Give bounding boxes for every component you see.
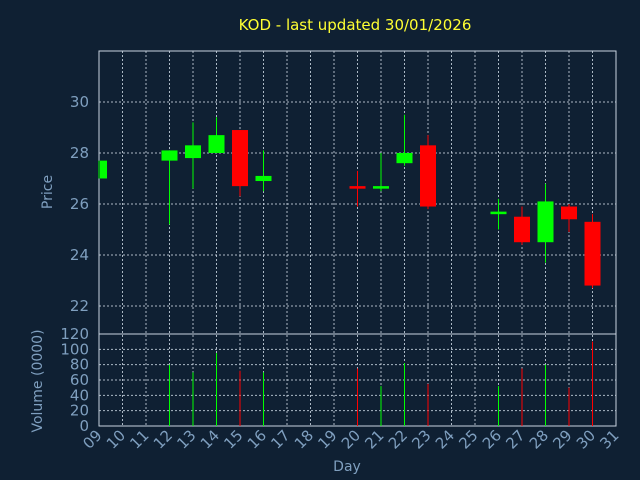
x-tick-label: 25 (455, 426, 481, 452)
candle-body (537, 201, 554, 243)
x-tick-label: 16 (244, 426, 270, 452)
x-tick-label: 15 (220, 426, 246, 452)
x-tick-label: 24 (432, 426, 458, 452)
x-tick-label: 23 (408, 426, 434, 452)
x-tick-label: 17 (267, 426, 293, 452)
candle-body (396, 152, 413, 164)
x-tick-label: 19 (314, 426, 340, 452)
price-tick-label: 22 (70, 297, 89, 315)
x-tick-label: 27 (502, 426, 528, 452)
candle-body (490, 211, 507, 215)
price-axis-label: Price (40, 175, 56, 209)
candle-body (100, 160, 107, 179)
candle-body (373, 186, 389, 189)
x-tick-label: 14 (197, 426, 223, 452)
x-tick-label: 30 (573, 426, 599, 452)
volume-tick-label: 80 (70, 356, 89, 374)
x-tick-label: 12 (150, 426, 176, 452)
volume-tick-label: 60 (70, 371, 89, 389)
chart-title: KOD - last updated 30/01/2026 (239, 16, 472, 34)
volume-tick-label: 0 (79, 417, 89, 435)
volume-bars (169, 341, 593, 426)
price-tick-label: 30 (70, 93, 89, 111)
volume-tick-label: 20 (70, 402, 89, 420)
x-tick-label: 20 (338, 426, 364, 452)
candle-body (232, 130, 248, 187)
x-tick-label: 31 (596, 426, 622, 452)
price-tick-label: 24 (70, 246, 89, 264)
candle-body (349, 186, 366, 189)
candle-body (161, 150, 178, 161)
candle-body (420, 145, 436, 207)
candle-body (185, 145, 201, 159)
candle-body (584, 221, 601, 286)
volume-axis-label: Volume (0000) (30, 329, 46, 432)
candle-body (208, 135, 225, 153)
x-axis-label: Day (333, 459, 361, 475)
x-tick-label: 13 (173, 426, 199, 452)
volume-tick-label: 100 (60, 340, 89, 358)
x-tick-label: 21 (361, 426, 387, 452)
x-tick-label: 11 (126, 426, 152, 452)
candles (98, 114, 601, 289)
x-tick-label: 28 (526, 426, 552, 452)
x-tick-label: 22 (385, 426, 411, 452)
candle-body (255, 175, 272, 182)
price-tick-label: 28 (70, 144, 89, 162)
x-tick-label: 29 (549, 426, 575, 452)
x-tick-label: 18 (291, 426, 317, 452)
candle-body (514, 216, 530, 243)
volume-tick-label: 40 (70, 386, 89, 404)
x-tick-label: 10 (103, 426, 129, 452)
volume-tick-label: 120 (60, 325, 89, 343)
price-tick-label: 26 (70, 195, 89, 213)
candle-body (561, 206, 577, 220)
x-tick-label: 26 (479, 426, 505, 452)
